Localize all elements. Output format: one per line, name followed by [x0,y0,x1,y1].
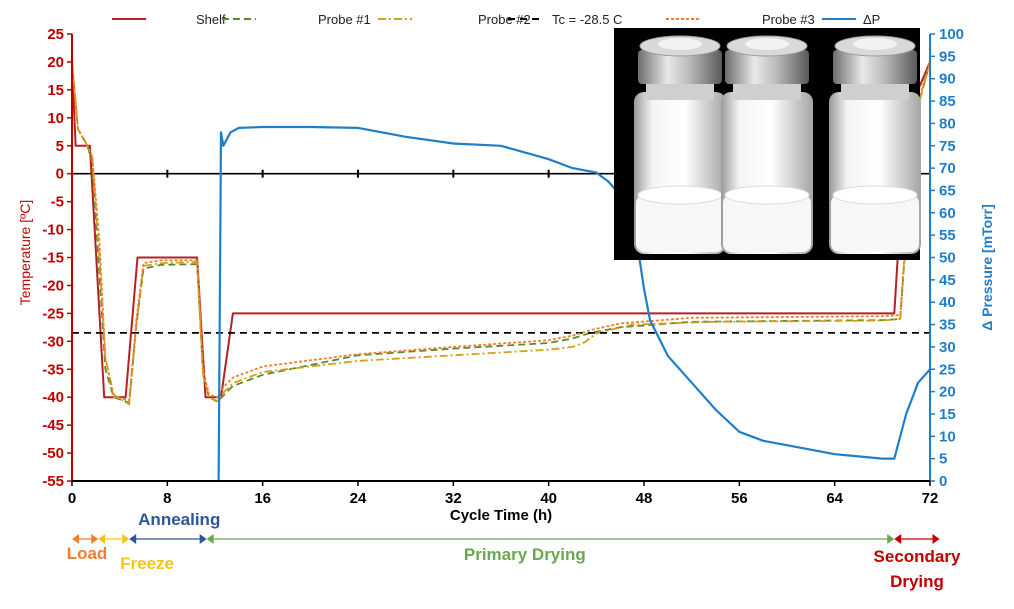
y-left-tick-label: -45 [42,417,64,434]
series-line-0 [71,61,931,399]
y-right-tick-label: 40 [939,294,956,311]
y-right-tick-label: 45 [939,272,956,289]
vial-cap-center [658,38,702,50]
legend-label-0: Shelf [196,12,226,27]
y-right-tick-label: 55 [939,227,956,244]
y-left-tick-label: 5 [56,138,64,155]
y-right-tick-label: 70 [939,160,956,177]
x-tick-label: 8 [163,490,171,507]
legend-label-1: Probe #1 [318,12,371,27]
vial-cap [725,50,809,84]
vial-cake-top [637,185,723,205]
x-tick-label: 64 [826,490,843,507]
vial-2 [829,35,921,254]
y-left-axis-title: Temperature [ºC] [17,200,33,306]
y-right-tick-label: 25 [939,361,956,378]
y-right-tick-label: 50 [939,250,956,267]
vial-cake-top [724,185,810,205]
x-tick-label: 48 [636,490,653,507]
y-left-tick-label: 25 [47,26,64,43]
vial-cake [831,195,919,252]
y-right-axis-title: Δ Pressure [mTorr] [979,204,995,331]
y-right-tick-label: 100 [939,26,964,43]
y-right-tick-label: 95 [939,48,956,65]
y-left-tick-label: -20 [42,277,64,294]
x-tick-label: 16 [254,490,271,507]
y-left-tick-label: 0 [56,166,64,183]
y-left-tick-label: -10 [42,222,64,239]
y-right-tick-label: 65 [939,182,956,199]
y-left-tick-label: -55 [42,473,64,490]
y-left-tick-label: 15 [47,82,64,99]
vials-photo [614,28,921,260]
phase-arrowhead [91,534,99,544]
vial-cap [638,50,722,84]
y-left-tick-label: -15 [42,250,64,267]
x-tick-label: 72 [922,490,939,507]
x-tick-label: 56 [731,490,748,507]
y-right-tick-label: 35 [939,317,956,334]
vial-cap [833,50,917,84]
series-line-4 [71,61,931,401]
y-left-tick-label: -5 [51,194,64,211]
y-left-tick-label: -35 [42,361,64,378]
x-tick-label: 24 [350,490,367,507]
vial-cap-center [853,38,897,50]
y-left-tick-label: -30 [42,333,64,350]
legend-label-3: Tc = -28.5 C [552,12,622,27]
series-line-1 [71,61,931,404]
x-tick-label: 40 [540,490,557,507]
legend-label-2: Probe #2 [478,12,531,27]
process-phases: Load Freeze Annealing Primary Drying Seconda… [67,510,961,591]
y-right-tick-label: 30 [939,339,956,356]
y-left-tick-label: 10 [47,110,64,127]
phase-label-4: Secondary [874,547,961,566]
vial-cake [723,195,811,252]
x-tick-label: 32 [445,490,462,507]
y-left-tick-label: 20 [47,54,64,71]
y-right-tick-label: 75 [939,138,956,155]
y-right-tick-label: 80 [939,115,956,132]
phase-label-3: Primary Drying [464,545,586,564]
y-right-tick-label: 5 [939,451,947,468]
phase-arrowhead [894,534,902,544]
y-right-tick-label: 85 [939,93,956,110]
phase-label-5: Drying [890,572,944,591]
y-right-tick-label: 15 [939,406,956,423]
vial-cake [636,195,724,252]
phase-arrowhead [199,534,207,544]
y-right-tick-label: 20 [939,384,956,401]
y-left-tick-label: -40 [42,389,64,406]
y-left-tick-label: -50 [42,445,64,462]
legend-label-4: Probe #3 [762,12,815,27]
phase-arrowhead [932,534,940,544]
phase-arrowhead [887,534,895,544]
x-tick-label: 0 [68,490,76,507]
vial-cake-top [832,185,918,205]
x-axis-title: Cycle Time (h) [450,507,552,524]
vial-cap-center [745,38,789,50]
axes-layer: 2520151050-5-10-15-20-25-30-35-40-45-50-… [17,26,995,524]
y-right-tick-label: 60 [939,205,956,222]
y-left-tick-label: -25 [42,305,64,322]
y-right-tick-label: 90 [939,71,956,88]
y-right-tick-label: 0 [939,473,947,490]
legend-label-5: ΔP [863,12,880,27]
phase-arrowhead [122,534,130,544]
y-right-tick-label: 10 [939,428,956,445]
vial-1 [721,35,813,254]
phase-arrowhead [129,534,137,544]
legend: Shelf Probe #1 Probe #2 Tc = -28.5 C Probe #… [112,12,880,27]
vial-0 [634,35,726,254]
phase-label-0: Load [67,544,108,563]
phase-label-2: Annealing [138,510,220,529]
phase-arrowhead [206,534,214,544]
phase-arrowhead [98,534,106,544]
phase-label-1: Freeze [120,554,174,573]
phase-arrowhead [72,534,79,544]
